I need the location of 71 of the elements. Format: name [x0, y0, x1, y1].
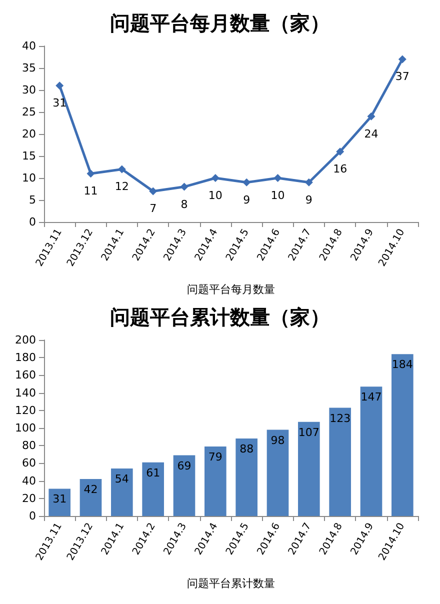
point: [367, 112, 376, 120]
y-tick-label: 60: [22, 456, 36, 470]
data-label: 61: [146, 466, 160, 480]
data-label: 79: [208, 450, 222, 464]
data-label: 9: [305, 193, 312, 206]
bar: [204, 446, 226, 516]
data-label: 184: [392, 358, 413, 372]
y-tick-label: 40: [22, 40, 36, 52]
data-label: 123: [330, 412, 351, 425]
bar: [298, 422, 320, 516]
data-label: 42: [84, 483, 98, 496]
y-tick-label: 160: [15, 368, 36, 382]
data-label: 11: [84, 184, 98, 198]
y-tick-label: 140: [15, 386, 36, 400]
point: [86, 170, 95, 178]
y-tick-label: 200: [15, 334, 36, 346]
x-axis-title: 问题平台每月数量: [187, 283, 275, 296]
point: [56, 82, 64, 90]
y-tick-label: 120: [15, 404, 36, 417]
chart-title: 问题平台累计数量（家）: [110, 305, 330, 329]
y-tick-label: 80: [22, 439, 36, 452]
chart-title: 问题平台每月数量（家）: [110, 11, 330, 35]
y-tick-label: 20: [22, 492, 36, 505]
data-label: 9: [243, 193, 250, 206]
data-label: 107: [298, 426, 320, 439]
point: [242, 178, 251, 186]
point: [118, 165, 126, 174]
data-label: 54: [114, 472, 129, 486]
x-axis-title: 问题平台累计数量: [187, 577, 275, 590]
y-tick-label: 20: [22, 128, 36, 140]
point: [274, 174, 282, 182]
point: [304, 178, 313, 186]
point: [180, 182, 188, 191]
bar: [392, 354, 414, 516]
data-label: 31: [52, 492, 67, 506]
point: [211, 174, 220, 182]
point: [398, 55, 406, 64]
bar: [360, 386, 382, 516]
y-tick-label: 180: [15, 351, 36, 364]
data-label: 88: [240, 442, 254, 456]
data-label: 8: [180, 198, 188, 211]
data-label: 12: [114, 180, 129, 194]
data-label: 98: [270, 434, 285, 447]
bar: [142, 462, 164, 516]
point: [149, 187, 158, 196]
data-label: 37: [395, 70, 410, 84]
bar: [236, 438, 258, 516]
bar: [80, 479, 102, 516]
y-tick-label: 0: [29, 510, 36, 522]
y-tick-label: 35: [22, 62, 36, 74]
data-label: 24: [364, 127, 378, 140]
y-tick-label: 100: [15, 422, 36, 434]
y-tick-label: 15: [22, 150, 36, 162]
point: [336, 148, 344, 156]
y-tick-label: 5: [29, 194, 36, 206]
bar: [266, 430, 289, 516]
bar: [173, 455, 196, 516]
data-label: 69: [177, 459, 192, 472]
y-tick-label: 0: [29, 216, 36, 228]
y-tick-label: 40: [22, 474, 36, 488]
y-tick-label: 30: [22, 84, 36, 96]
bar: [329, 408, 351, 516]
data-label: 7: [150, 202, 157, 216]
y-tick-label: 25: [22, 106, 36, 118]
data-label: 10: [270, 189, 285, 202]
y-tick-label: 10: [22, 172, 36, 184]
data-label: 147: [360, 390, 382, 404]
bar: [111, 468, 133, 516]
bar: [48, 488, 70, 516]
data-label: 10: [208, 189, 222, 202]
data-label: 16: [333, 162, 348, 176]
